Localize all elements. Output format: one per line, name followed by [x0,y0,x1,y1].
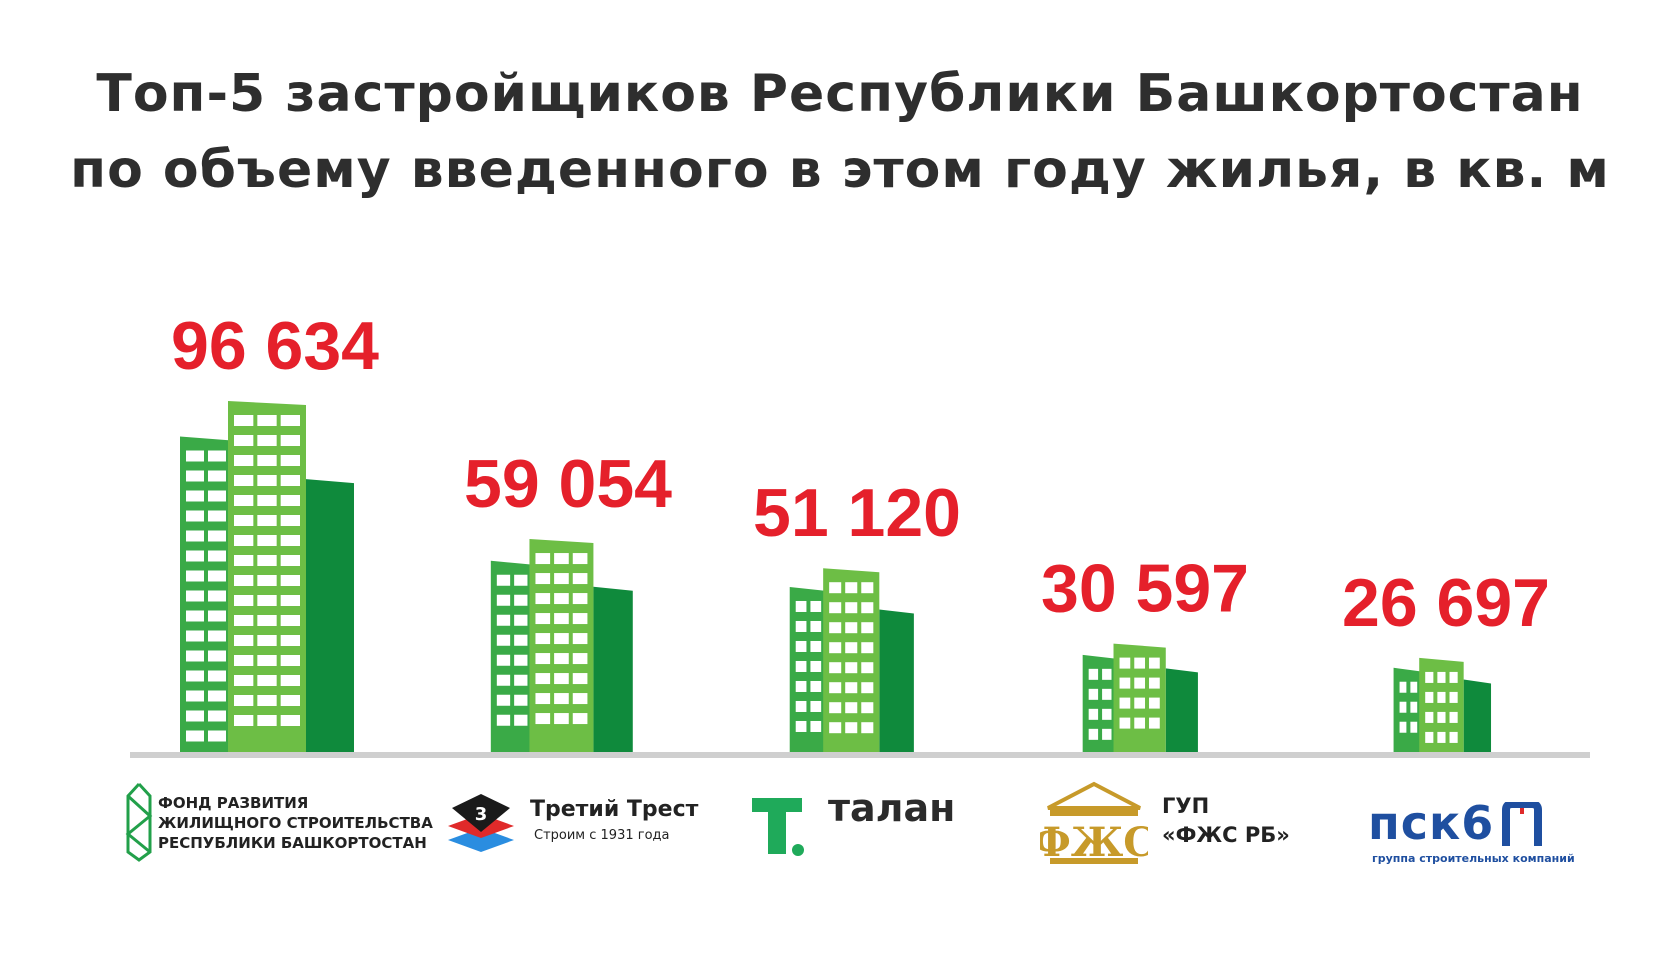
bar-building-1 [180,401,354,752]
fond-logo-line3: РЕСПУБЛИКИ БАШКОРТОСТАН [158,834,427,852]
value-label-5: 26 697 [1342,565,1550,641]
psk-arch-icon [1502,802,1542,846]
bar-building-2 [490,539,633,752]
trest-badge-number: 3 [475,804,488,825]
fzhs-logo-line2: «ФЖС РБ» [1162,823,1290,847]
bar-building-5 [1393,657,1492,752]
fond-house-outline-icon [125,782,153,862]
trest-stacked-diamond-icon: 3 [448,794,514,852]
bar-building-4 [1082,643,1198,752]
value-label-4: 30 597 [1041,551,1249,627]
chart-title-line1: Топ-5 застройщиков Республики Башкортост… [96,64,1584,124]
trest-logo-name: Третий Трест [530,797,699,822]
psk-logo-tagline: группа строительных компаний [1372,852,1575,865]
fzhs-logo-line1: ГУП [1162,794,1210,818]
bar-building-3 [789,568,914,752]
fond-logo-line2: ЖИЛИЩНОГО СТРОИТЕЛЬСТВА [158,814,433,832]
fzhs-emblem-text: ФЖС [1040,819,1148,866]
trest-logo-tagline: Строим с 1931 года [534,828,670,843]
value-label-2: 59 054 [464,446,672,522]
talan-t-letter-icon [752,798,804,856]
talan-logo-name: талан [828,786,956,830]
fond-logo-line1: ФОНД РАЗВИТИЯ [158,794,309,812]
chart-baseline [130,752,1590,758]
chart-title-line2: по объему введенного в этом году жилья, … [70,140,1610,200]
fzhs-gold-building-icon: ФЖС [1040,781,1148,866]
psk-logo-name: пск6 [1368,796,1495,850]
value-label-1: 96 634 [171,308,379,384]
value-label-3: 51 120 [753,475,961,551]
